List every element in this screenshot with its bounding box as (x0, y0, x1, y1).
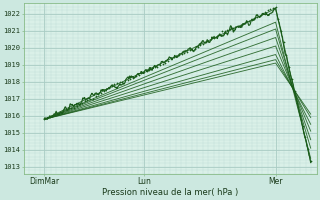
X-axis label: Pression niveau de la mer( hPa ): Pression niveau de la mer( hPa ) (102, 188, 238, 197)
